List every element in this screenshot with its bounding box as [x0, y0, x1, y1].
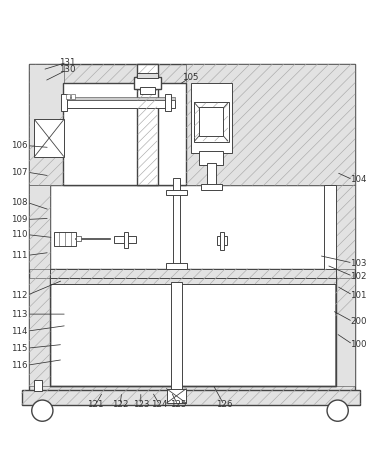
Text: 125: 125	[169, 401, 186, 410]
Bar	[217, 236, 227, 245]
Bar	[173, 178, 180, 269]
Bar	[134, 78, 161, 89]
Text: 102: 102	[350, 272, 367, 281]
Bar	[63, 100, 175, 108]
Bar	[166, 190, 187, 195]
Bar	[30, 185, 50, 269]
Text: 121: 121	[87, 401, 104, 410]
Bar	[22, 390, 360, 405]
Text: 115: 115	[11, 344, 27, 353]
Bar	[66, 94, 70, 99]
Bar	[114, 236, 136, 243]
Text: 126: 126	[216, 401, 232, 410]
Text: 103: 103	[350, 259, 367, 268]
Bar	[71, 94, 75, 99]
Bar	[166, 263, 187, 269]
Text: 114: 114	[11, 327, 27, 336]
Bar	[124, 232, 128, 248]
Circle shape	[327, 400, 348, 421]
Bar	[137, 64, 158, 185]
Bar	[200, 151, 223, 165]
Text: 116: 116	[11, 361, 27, 370]
Text: 123: 123	[133, 401, 149, 410]
Text: 131: 131	[59, 58, 75, 67]
Bar	[336, 185, 355, 269]
Bar	[194, 102, 229, 142]
Bar	[171, 282, 182, 392]
Bar	[324, 185, 336, 269]
Bar	[50, 276, 336, 386]
Text: 101: 101	[350, 291, 367, 300]
Bar	[200, 107, 223, 136]
Text: 122: 122	[112, 401, 128, 410]
Bar	[76, 236, 81, 241]
Text: 112: 112	[11, 291, 27, 300]
Text: 110: 110	[11, 230, 27, 239]
Bar	[191, 83, 232, 153]
Text: 105: 105	[182, 73, 198, 82]
Bar	[54, 232, 76, 246]
Text: 106: 106	[11, 141, 27, 150]
Bar	[63, 83, 186, 185]
Bar	[60, 94, 67, 111]
Text: 124: 124	[152, 401, 168, 410]
Bar	[165, 94, 171, 111]
Bar	[220, 232, 224, 250]
Text: 108: 108	[11, 198, 27, 207]
Text: 200: 200	[350, 317, 367, 326]
Text: 111: 111	[11, 251, 27, 260]
Text: 130: 130	[59, 65, 75, 74]
Circle shape	[32, 400, 53, 421]
Text: 104: 104	[350, 175, 367, 184]
Bar	[336, 278, 355, 386]
Bar	[140, 88, 155, 94]
Bar	[34, 380, 42, 391]
Bar	[50, 278, 336, 386]
Bar	[50, 277, 336, 284]
Bar	[207, 164, 216, 185]
Bar	[137, 73, 158, 78]
Text: 107: 107	[11, 167, 27, 176]
Bar	[30, 278, 50, 386]
Bar	[63, 97, 175, 100]
Bar	[201, 184, 222, 190]
Bar	[29, 64, 355, 394]
Text: 100: 100	[350, 340, 367, 349]
Bar	[34, 119, 64, 157]
Bar	[30, 64, 63, 185]
Bar	[186, 64, 355, 185]
Bar	[50, 185, 336, 269]
Bar	[50, 269, 336, 278]
Bar	[166, 389, 186, 403]
Text: 113: 113	[11, 310, 27, 319]
Text: 109: 109	[11, 215, 27, 224]
